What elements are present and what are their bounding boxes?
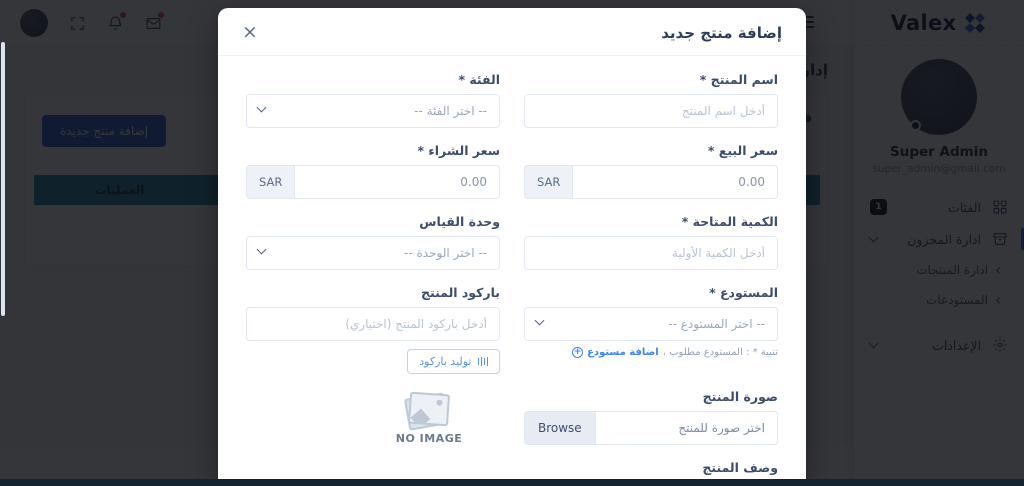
field-purchase-price: سعر الشراء * 0.00 SAR	[246, 143, 500, 199]
field-barcode: باركود المنتج توليد باركود	[246, 285, 500, 374]
generate-barcode-button[interactable]: توليد باركود	[407, 349, 500, 374]
currency-addon: SAR	[246, 165, 295, 199]
close-icon[interactable]: ×	[242, 21, 258, 43]
modal-header: إضافة منتج جديد ×	[218, 8, 806, 56]
product-name-input[interactable]	[524, 94, 778, 128]
generate-barcode-label: توليد باركود	[419, 355, 472, 368]
sale-price-input[interactable]: 0.00	[572, 165, 778, 199]
image-file-input[interactable]: اختر صورة للمنتج Browse	[524, 411, 778, 445]
image-placeholder-icon	[403, 391, 451, 431]
purchase-price-input[interactable]: 0.00	[294, 165, 500, 199]
barcode-input[interactable]	[246, 307, 500, 341]
sale-price-label: سعر البيع *	[707, 143, 778, 158]
product-image-label: صورة المنتج	[702, 389, 778, 404]
field-sale-price: سعر البيع * 0.00 SAR	[524, 143, 778, 199]
bottom-bar	[0, 479, 1024, 486]
browse-button[interactable]: Browse	[524, 411, 595, 445]
purchase-price-label: سعر الشراء *	[417, 143, 500, 158]
image-file-placeholder: اختر صورة للمنتج	[594, 411, 778, 445]
category-select[interactable]: -- اختر الفئة --	[246, 94, 500, 128]
quantity-input[interactable]	[524, 236, 778, 270]
modal-title: إضافة منتج جديد	[661, 23, 782, 42]
barcode-label: باركود المنتج	[420, 285, 500, 300]
add-product-modal: إضافة منتج جديد × اسم المنتج * الفئة * -…	[218, 8, 806, 486]
currency-addon: SAR	[524, 165, 573, 199]
description-label: وصف المنتج	[702, 460, 778, 475]
add-warehouse-link[interactable]: اضافة مستودع	[587, 347, 659, 358]
unit-select[interactable]: -- اختر الوحدة --	[246, 236, 500, 270]
plus-circle-icon[interactable]: +	[572, 347, 584, 358]
modal-body: اسم المنتج * الفئة * -- اختر الفئة -- سع…	[218, 56, 806, 486]
field-unit: وحدة القياس -- اختر الوحدة --	[246, 214, 500, 270]
field-warehouse: المستودع * -- اختر المستودع -- تنبية * :…	[524, 285, 778, 374]
product-name-label: اسم المنتج *	[699, 72, 778, 87]
page-scrollbar[interactable]	[1, 42, 5, 316]
field-category: الفئة * -- اختر الفئة --	[246, 72, 500, 128]
barcode-icon	[477, 357, 488, 366]
warehouse-hint: تنبية * : المستودع مطلوب ، اضافة مستودع …	[524, 347, 778, 358]
unit-label: وحدة القياس	[419, 214, 500, 229]
field-product-name: اسم المنتج *	[524, 72, 778, 128]
field-product-image: صورة المنتج اختر صورة للمنتج Browse	[524, 389, 778, 445]
warehouse-label: المستودع *	[709, 285, 778, 300]
warehouse-hint-text: تنبية * : المستودع مطلوب ،	[662, 347, 778, 358]
image-preview: NO IMAGE	[246, 389, 500, 445]
warehouse-select[interactable]: -- اختر المستودع --	[524, 307, 778, 341]
quantity-label: الكمية المتاحة *	[681, 214, 778, 229]
category-label: الفئة *	[458, 72, 500, 87]
field-quantity: الكمية المتاحة *	[524, 214, 778, 270]
no-image-text: NO IMAGE	[395, 432, 463, 445]
